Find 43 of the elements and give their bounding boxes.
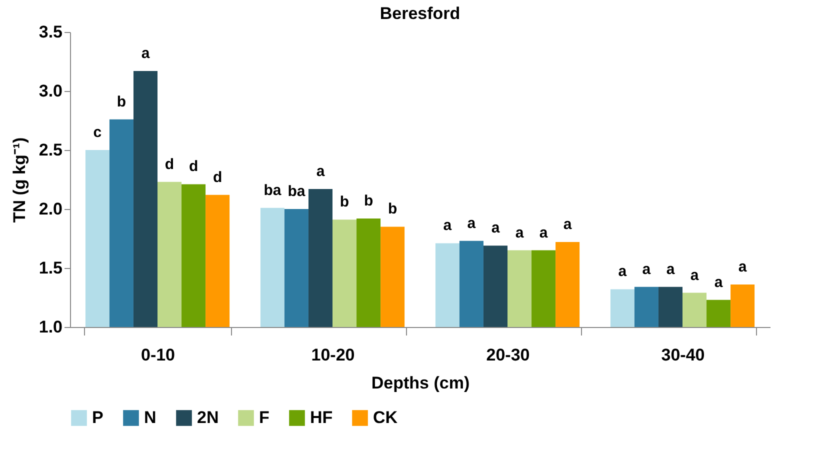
x-tick-label: 0-10 — [140, 346, 176, 364]
y-tick-label: 1.5 — [38, 258, 62, 278]
data-label: d — [164, 156, 174, 173]
data-label: b — [388, 200, 398, 218]
y-tick-label: 1.0 — [38, 318, 62, 336]
y-tick-label: 3.5 — [38, 22, 62, 42]
data-label: a — [491, 220, 500, 237]
data-label: b — [340, 194, 350, 211]
data-label: d — [188, 158, 198, 176]
legend-label: 2N — [197, 408, 219, 427]
data-label: a — [316, 162, 326, 180]
legend-label: HF — [310, 408, 333, 427]
data-label: a — [443, 217, 452, 234]
data-label: a — [690, 266, 700, 284]
y-tick-label: 2.5 — [38, 140, 62, 160]
data-label: b — [364, 192, 374, 210]
y-tick-label: 2.0 — [38, 200, 62, 218]
data-label: a — [714, 274, 724, 291]
data-label: a — [141, 44, 150, 62]
legend-label: CK — [373, 408, 398, 427]
data-label: a — [666, 260, 676, 278]
data-label: a — [642, 260, 652, 278]
y-tick-label: 3.0 — [38, 82, 62, 100]
data-label: c — [93, 124, 102, 141]
x-tick-label: 20-30 — [486, 346, 530, 364]
data-label: ba — [288, 183, 306, 200]
data-label: a — [618, 263, 628, 280]
data-label: b — [116, 93, 126, 110]
chart-title: Beresford — [380, 4, 460, 23]
data-label: a — [515, 224, 524, 242]
y-axis-title: TN (g kg⁻¹) — [10, 137, 29, 223]
legend-label: F — [259, 408, 270, 427]
legend-label: P — [92, 408, 104, 427]
data-label: ba — [264, 182, 282, 199]
data-label: a — [738, 258, 748, 276]
data-label: a — [539, 224, 548, 242]
legend-label: N — [144, 408, 156, 427]
x-tick-label: 30-40 — [661, 346, 705, 364]
x-tick-label: 10-20 — [311, 346, 355, 364]
data-label: a — [563, 216, 572, 234]
x-axis-title: Depths (cm) — [371, 374, 470, 392]
data-label: d — [212, 168, 222, 186]
data-label: a — [467, 214, 476, 232]
